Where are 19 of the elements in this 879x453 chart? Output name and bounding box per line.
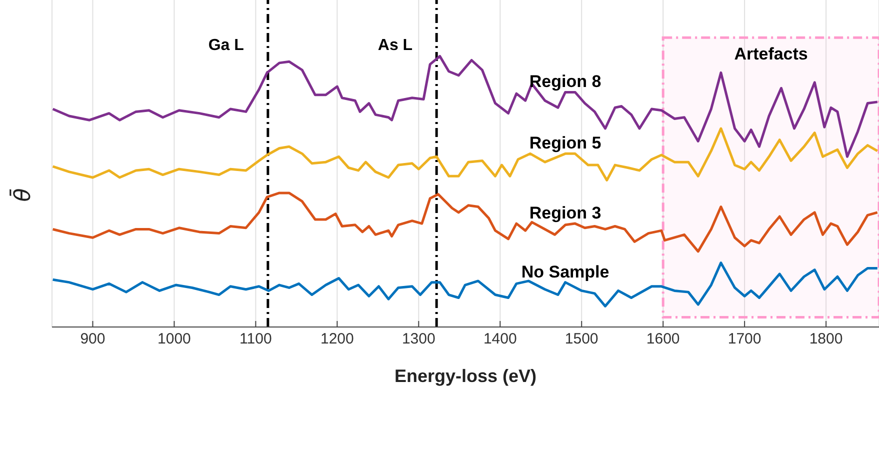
x-tick-label: 1700 (728, 330, 762, 348)
ref-line-label: As L (378, 37, 413, 54)
x-tick-label: 1600 (646, 330, 680, 348)
x-tick-label: 1000 (158, 330, 191, 348)
x-tick-label: 1500 (564, 330, 598, 348)
ref-line-label: Ga L (208, 37, 244, 54)
x-tick-label: 1300 (402, 330, 436, 348)
series-label: No Sample (521, 262, 610, 282)
x-tick-label: 1100 (240, 330, 272, 348)
x-tick-label: 900 (80, 330, 106, 348)
x-tick-label: 1200 (320, 330, 354, 348)
x-tick-label: 1400 (483, 330, 517, 348)
x-axis-title: Energy-loss (eV) (394, 366, 537, 386)
x-tick-label: 1800 (809, 330, 843, 348)
series-label: Region 5 (529, 134, 602, 153)
band-label: Artefacts (734, 44, 808, 64)
y-axis-title: θ̄ (8, 187, 36, 204)
series-label: Region 8 (529, 72, 602, 92)
series-label: Region 3 (529, 203, 602, 222)
